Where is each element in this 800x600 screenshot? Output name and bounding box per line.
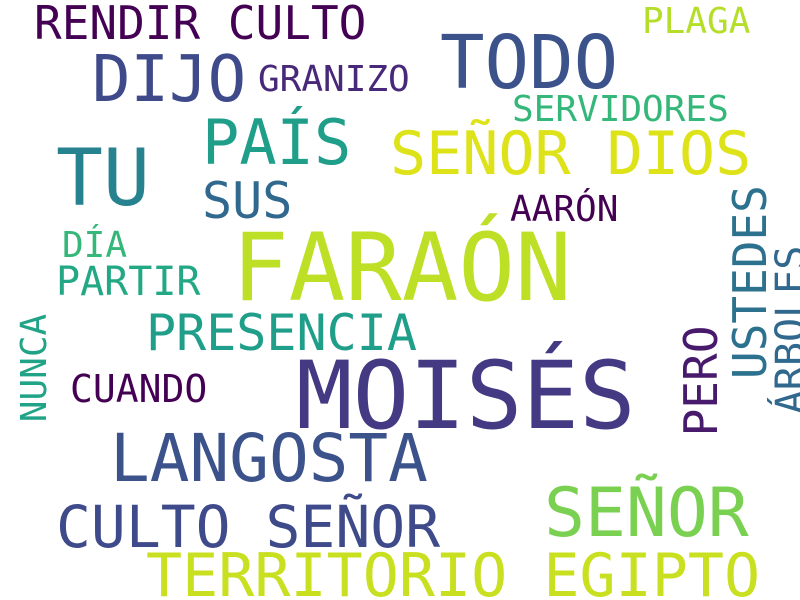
word-culto-senor: CULTO SEÑOR xyxy=(56,493,441,561)
word-territorio-egipto: TERRITORIO EGIPTO xyxy=(146,541,761,600)
word-moises: MOISÉS xyxy=(296,342,636,451)
word-todo: TODO xyxy=(440,20,619,106)
word-granizo: GRANIZO xyxy=(258,59,410,100)
word-pero: PERO xyxy=(674,325,728,437)
word-presencia: PRESENCIA xyxy=(146,304,417,362)
word-nunca: NUNCA xyxy=(14,313,55,423)
word-servidores: SERVIDORES xyxy=(512,89,729,130)
word-aaron: AARÓN xyxy=(510,189,619,230)
word-sus: SUS xyxy=(202,172,293,230)
word-dia: DÍA xyxy=(62,225,128,266)
word-tu: TU xyxy=(56,134,150,224)
word-cuando: CUANDO xyxy=(70,367,208,411)
word-plaga: PLAGA xyxy=(642,1,751,42)
word-partir: PARTIR xyxy=(56,259,201,305)
word-arboles: ÁRBOLES xyxy=(768,245,800,415)
word-langosta: LANGOSTA xyxy=(110,420,428,497)
word-faraon: FARAÓN xyxy=(232,214,572,323)
word-ustedes: USTEDES xyxy=(723,185,777,379)
word-pais: PAÍS xyxy=(202,106,352,179)
word-rendir-culto: RENDIR CULTO xyxy=(34,0,367,50)
word-senor-dios: SEÑOR DIOS xyxy=(390,119,752,189)
word-dijo: DIJO xyxy=(92,43,247,117)
word-senor: SEÑOR xyxy=(544,474,749,553)
